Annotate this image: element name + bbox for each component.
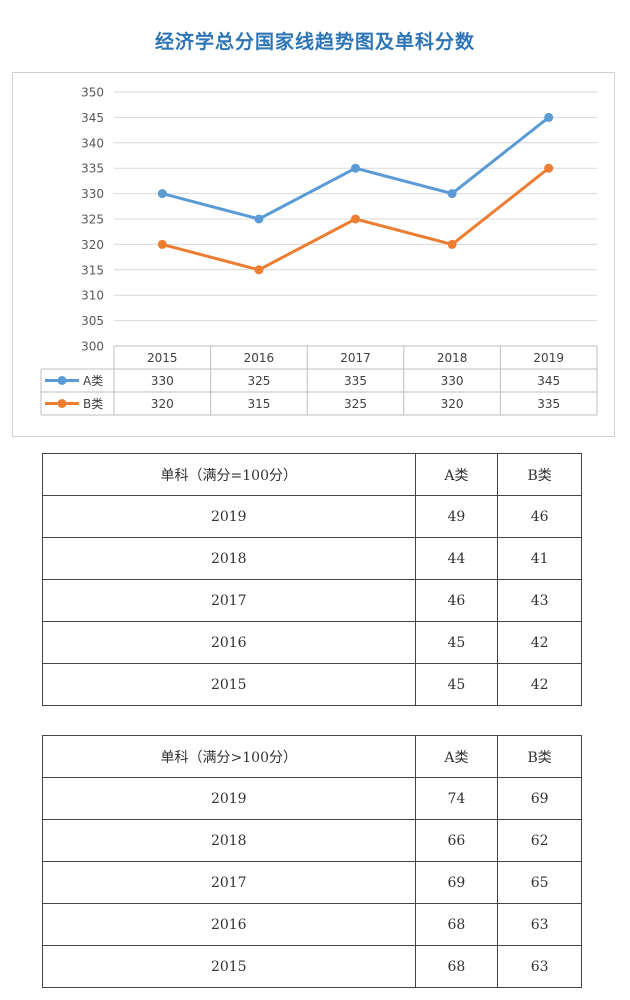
data-point [447,189,457,199]
line-chart-container: 350 345 340 335 330 325 320 315 310 305 300 2015 201… [12,72,615,437]
row-b-score: 42 [497,663,582,706]
single-subject-table-100: 单科（满分=100分） A类 B类 2019 49 46 2018 44 41 … [42,453,582,706]
header-subject: 单科（满分=100分） [42,453,416,496]
header-b: B类 [497,735,582,778]
data-table-value: 320 [441,397,464,411]
y-tick-label: 325 [81,213,104,227]
row-year: 2016 [42,621,416,664]
single-subject-table-over-100: 单科（满分>100分） A类 B类 2019 74 69 2018 66 62 … [42,735,582,988]
y-tick-label: 345 [81,111,104,125]
y-tick-label: 305 [81,314,104,328]
table-row: 2015 45 42 [42,663,582,706]
header-a: A类 [414,453,499,496]
row-b-score: 62 [497,819,582,862]
table-row: 2018 44 41 [42,537,582,580]
row-b-score: 63 [497,945,582,988]
data-table-value: 330 [441,374,464,388]
legend-marker [57,399,67,408]
row-a-score: 74 [414,777,499,820]
header-b: B类 [497,453,582,496]
y-tick-label: 315 [81,263,104,277]
table-header-row: 单科（满分=100分） A类 B类 [42,453,582,496]
row-b-score: 63 [497,903,582,946]
y-tick-label: 330 [81,187,104,201]
table-row: 2015 68 63 [42,945,582,988]
legend-label: A类 [83,374,103,388]
header-a: A类 [414,735,499,778]
table-row: 2019 49 46 [42,495,582,538]
row-a-score: 46 [414,579,499,622]
y-tick-label: 300 [81,340,104,354]
data-table-value: 320 [151,397,174,411]
row-year: 2018 [42,537,416,580]
data-point [157,189,167,199]
data-table-value: 315 [247,397,270,411]
y-tick-label: 335 [81,162,104,176]
y-tick-label: 340 [81,136,104,150]
data-point [544,112,554,122]
row-a-score: 68 [414,945,499,988]
data-table-value: 330 [151,374,174,388]
data-point [254,265,264,275]
x-tick-label: 2017 [340,351,371,365]
row-a-score: 44 [414,537,499,580]
legend-marker [57,376,67,385]
row-year: 2015 [42,945,416,988]
row-a-score: 45 [414,621,499,664]
row-b-score: 41 [497,537,582,580]
data-table-value: 345 [537,374,560,388]
table-row: 2017 69 65 [42,861,582,904]
row-b-score: 46 [497,495,582,538]
row-year: 2018 [42,819,416,862]
y-tick-label: 310 [81,289,104,303]
row-a-score: 69 [414,861,499,904]
data-point [351,214,360,224]
data-table-value: 335 [537,397,560,411]
row-year: 2019 [42,777,416,820]
chart-title: 经济学总分国家线趋势图及单科分数 [154,31,475,53]
row-b-score: 43 [497,579,582,622]
row-year: 2017 [42,579,416,622]
row-a-score: 66 [414,819,499,862]
data-point [447,239,457,249]
legend-label: B类 [83,397,103,411]
x-tick-label: 2015 [147,351,178,365]
row-b-score: 42 [497,621,582,664]
header-subject: 单科（满分>100分） [42,735,416,778]
table-row: 2017 46 43 [42,579,582,622]
table-row: 2016 68 63 [42,903,582,946]
data-point [157,239,167,249]
data-table-value: 325 [247,374,270,388]
data-table-value: 325 [344,397,367,411]
row-year: 2017 [42,861,416,904]
y-tick-label: 350 [81,86,104,100]
row-a-score: 49 [414,495,499,538]
table-row: 2018 66 62 [42,819,582,862]
table-row: 2019 74 69 [42,777,582,820]
x-tick-label: 2019 [533,351,564,365]
row-year: 2015 [42,663,416,706]
data-table-value: 335 [344,374,367,388]
row-a-score: 68 [414,903,499,946]
row-a-score: 45 [414,663,499,706]
line-chart: 350 345 340 335 330 325 320 315 310 305 300 2015 201… [40,86,598,416]
table-row: 2016 45 42 [42,621,582,664]
row-b-score: 65 [497,861,582,904]
data-point [351,163,360,173]
data-point [544,163,554,173]
table-header-row: 单科（满分>100分） A类 B类 [42,735,582,778]
row-b-score: 69 [497,777,582,820]
row-year: 2019 [42,495,416,538]
data-point [254,214,264,224]
row-year: 2016 [42,903,416,946]
x-tick-label: 2016 [244,351,275,365]
x-tick-label: 2018 [437,351,468,365]
y-tick-label: 320 [81,238,104,252]
